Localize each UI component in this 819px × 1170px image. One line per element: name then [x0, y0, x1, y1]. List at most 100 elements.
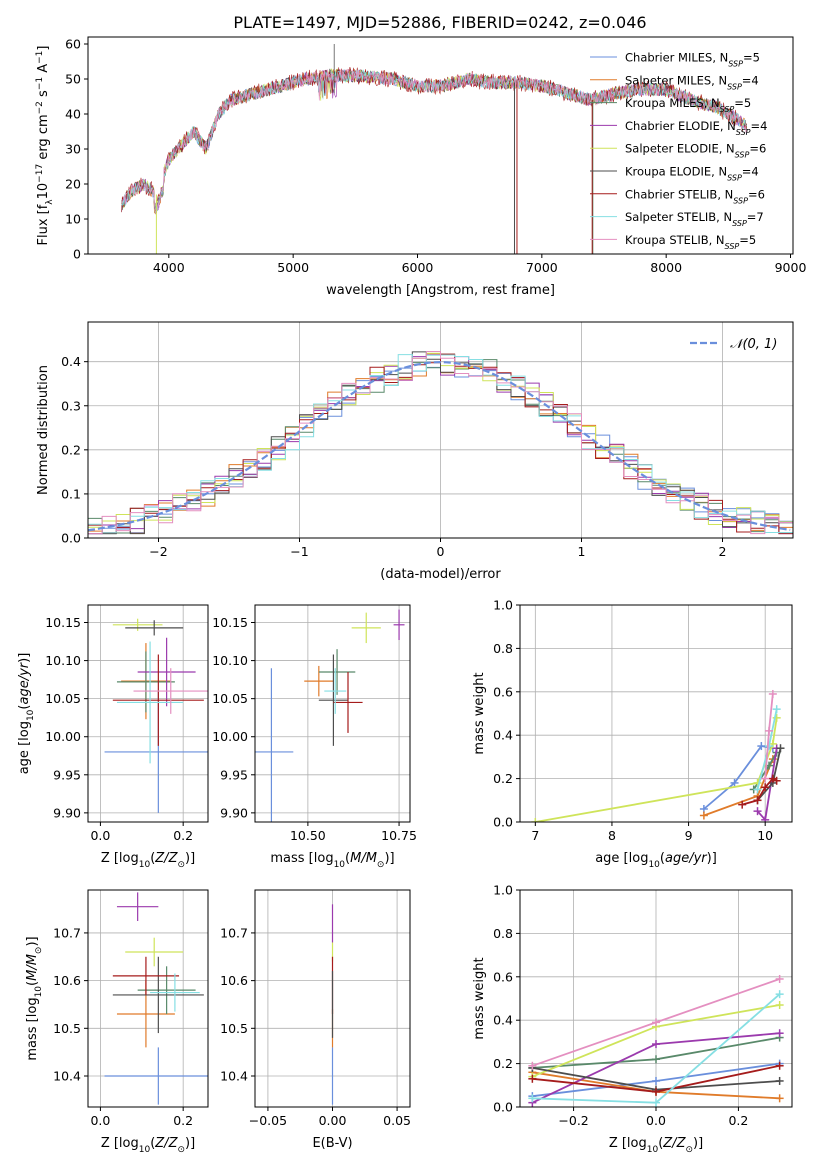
plot-layer: 4000 5000 6000 7000 8000 90000102030405060wav… [17, 36, 806, 1155]
legend-sub: SSP [728, 59, 743, 68]
legend-entry: Chabrier ELODIE, NSSP=4 [625, 119, 767, 137]
x-tick-label: 7000 [526, 260, 558, 275]
y-axis-label: Normed distribution [36, 365, 51, 495]
label-part: ⊙ [177, 1145, 185, 1155]
y-tick-label: 10.05 [212, 691, 248, 706]
label-part: ( [345, 851, 350, 866]
legend-value: =4 [751, 119, 768, 133]
y-tick-label: 10.15 [212, 615, 248, 630]
spectrum-line [121, 69, 747, 213]
x-tick-label: 0.0 [90, 1113, 110, 1128]
x-tick-label: 0.00 [319, 1113, 347, 1128]
y-tick-label: 0.1 [61, 486, 81, 501]
label-part: ( [17, 705, 32, 710]
y-tick-label: 10.05 [45, 691, 81, 706]
legend-entry: Salpeter ELODIE, NSSP=6 [625, 142, 766, 160]
legend-sub: SSP [725, 241, 740, 250]
x-tick-label: −0.2 [558, 1113, 588, 1128]
label-part: age [log [17, 721, 32, 774]
axis-label: Flux [fλ10−17 erg cm−2 s−1 A−1] [35, 46, 55, 246]
axes-frame [87, 889, 209, 1108]
plot-area [121, 44, 747, 254]
x-tick-label: 0.05 [383, 1113, 411, 1128]
legend-entry: Chabrier STELIB, NSSP=6 [625, 187, 765, 205]
label-part: Flux [f [36, 204, 51, 245]
legend-sub: SSP [733, 196, 748, 205]
y-tick-label: 60 [65, 37, 81, 52]
label-part: 10 [334, 860, 346, 870]
label-part: λ [45, 199, 55, 205]
x-tick-label: −0.05 [249, 1113, 287, 1128]
axes-frame [87, 604, 209, 823]
x-tick-label: −2 [149, 544, 167, 559]
normal-curve [88, 360, 791, 532]
legend-entry: Kroupa STELIB, NSSP=5 [625, 233, 756, 251]
x-tick-label: 9 [685, 828, 693, 843]
weight-line [703, 745, 773, 810]
y-axis-label: mass weight [472, 957, 487, 1039]
panel-residuals: −2 −1 0 1 2 0.0 0.1 0.2 0.3 0.4 (data-model)/error… [36, 321, 794, 582]
y-tick-label: 0.2 [493, 771, 513, 786]
plot-area [531, 689, 785, 822]
x-tick-label: 10.50 [290, 828, 326, 843]
x-axis-label: (data-model)/error [380, 567, 501, 582]
panel-mass_weight_vs_Z: −0.2 0.0 0.2 0.0 0.2 0.4 0.6 0.8 1.0 Z [log10(Z/Z… [472, 883, 793, 1155]
label-part: 10 [648, 860, 660, 870]
label-part: Z/Z [154, 851, 178, 866]
y-tick-label: 0.6 [493, 969, 513, 984]
legend-entry: Kroupa ELODIE, NSSP=4 [625, 165, 759, 183]
y-tick-label: 9.95 [53, 767, 81, 782]
label-part: A [36, 64, 51, 77]
legend-entry: Salpeter STELIB, NSSP=7 [625, 210, 764, 228]
y-tick-label: 10 [65, 212, 81, 227]
legend-name: Chabrier STELIB, N [625, 187, 733, 201]
axis-label: Z [log10(Z/Z⊙)] [101, 1136, 195, 1155]
legend-entry: 𝒩(0, 1) [730, 337, 777, 352]
plot-area [104, 892, 208, 1105]
y-tick-label: 10.7 [53, 925, 81, 940]
label-part: 10 [139, 860, 151, 870]
y-tick-label: 0.4 [493, 728, 513, 743]
legend-name: Salpeter STELIB, N [625, 210, 732, 224]
label-part: −2 [35, 101, 45, 114]
label-part: ( [150, 851, 155, 866]
y-tick-label: 0.6 [493, 684, 513, 699]
x-tick-label: 7 [531, 828, 539, 843]
x-tick-label: 2 [719, 544, 727, 559]
legend-name: Chabrier ELODIE, N [625, 119, 736, 133]
y-tick-label: 0 [73, 247, 81, 262]
axes-frame [254, 604, 411, 823]
y-tick-label: 9.90 [53, 805, 81, 820]
legend-name: Kroupa ELODIE, N [625, 165, 727, 179]
x-tick-label: 0.0 [90, 828, 110, 843]
legend-sub: SSP [735, 150, 750, 159]
y-tick-label: 0.0 [493, 1100, 513, 1115]
label-part: )] [384, 851, 394, 866]
y-tick-label: 10.10 [212, 653, 248, 668]
y-tick-label: 0.0 [493, 815, 513, 830]
label-part: Z/Z [662, 1136, 686, 1151]
legend-sub: SSP [732, 219, 747, 228]
legend-value: =7 [747, 210, 764, 224]
legend-value: =4 [742, 165, 759, 179]
x-tick-label: 8000 [650, 260, 682, 275]
legend-name: Salpeter ELODIE, N [625, 142, 735, 156]
label-part: )] [185, 851, 195, 866]
label-part: age/yr [17, 661, 32, 704]
x-tick-label: 0 [437, 544, 445, 559]
x-tick-label: 10 [757, 828, 773, 843]
y-tick-label: 10.00 [45, 729, 81, 744]
label-part: )] [25, 936, 40, 946]
label-part: mass [log [25, 997, 40, 1060]
y-tick-label: 1.0 [493, 598, 513, 613]
panel-mass_vs_ebv: −0.05 0.00 0.05 10.4 10.5 10.6 10.7 E(B-V) [220, 889, 411, 1151]
legend-name: Chabrier MILES, N [625, 51, 728, 65]
y-tick-label: 10.10 [45, 653, 81, 668]
label-part: age/yr [665, 851, 708, 866]
axis-label: mass [log10(M/M⊙)] [270, 851, 394, 870]
label-part: ( [660, 851, 665, 866]
x-tick-label: 6000 [402, 260, 434, 275]
x-tick-label: 0.0 [646, 1113, 666, 1128]
